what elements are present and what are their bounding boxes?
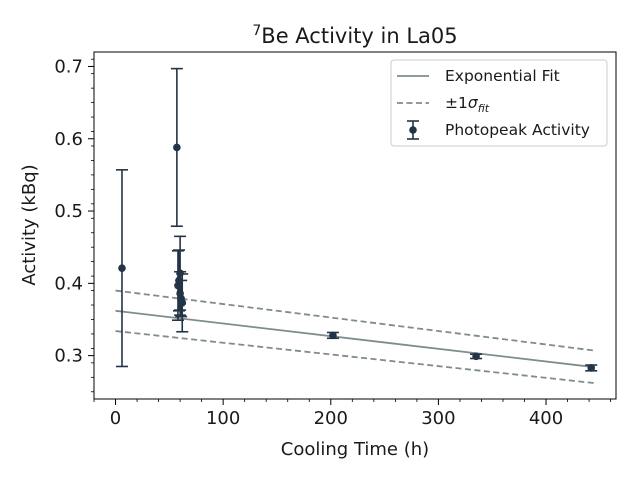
y-tick-label: 0.7 <box>54 56 83 77</box>
data-point-8 <box>326 331 339 340</box>
chart-title-main: Be Activity in La05 <box>261 24 457 48</box>
data-point-1 <box>170 67 183 228</box>
x-tick-label: 400 <box>529 408 563 429</box>
y-axis-label: Activity (kBq) <box>19 164 40 285</box>
y-tick-label: 0.3 <box>54 346 83 367</box>
data-marker <box>178 299 187 307</box>
legend-data-marker <box>409 126 417 134</box>
legend-box <box>390 59 608 147</box>
data-point-10 <box>585 364 598 372</box>
chart-title: 7Be Activity in La05 <box>252 23 457 48</box>
y-tick-label: 0.5 <box>54 201 83 222</box>
legend-sigma-prefix: ±1 <box>445 94 468 112</box>
legend-data-label: Photopeak Activity <box>445 121 590 139</box>
fit-lower-band <box>115 330 595 384</box>
legend-data-swatch <box>407 120 419 140</box>
data-marker <box>329 331 337 340</box>
y-tick-label: 0.4 <box>54 273 83 294</box>
x-tick-label: 200 <box>314 408 348 429</box>
legend-sigma-label: ±1σfit <box>445 94 490 115</box>
chart-title-superscript: 7 <box>252 23 261 39</box>
legend: Exponential Fit ±1σfit Photopeak Activit… <box>390 59 608 147</box>
data-point-0 <box>115 169 128 368</box>
axes-frame <box>93 51 617 400</box>
legend-sigma-subscript: fit <box>478 102 490 115</box>
data-point-7 <box>176 273 189 333</box>
x-tick-label: 100 <box>206 408 240 429</box>
y-tick-label: 0.6 <box>54 129 83 150</box>
data-marker <box>118 264 126 272</box>
fit-upper-band <box>115 289 595 352</box>
data-marker <box>173 143 181 152</box>
plot-area <box>115 67 598 384</box>
legend-sigma-symbol: σ <box>468 94 479 112</box>
data-point-5 <box>174 270 187 316</box>
x-tick-label: 0 <box>110 408 121 429</box>
data-marker <box>472 352 480 361</box>
x-axis-label: Cooling Time (h) <box>281 439 429 460</box>
legend-fit-label: Exponential Fit <box>445 67 560 85</box>
data-point-9 <box>470 352 483 361</box>
x-axis-ticks: 0 100 200 300 400 <box>93 399 612 429</box>
y-axis-ticks: 0.3 0.4 0.5 0.6 0.7 <box>54 56 94 393</box>
x-tick-label: 300 <box>421 408 455 429</box>
fit-line <box>115 309 595 369</box>
data-marker <box>587 364 596 372</box>
